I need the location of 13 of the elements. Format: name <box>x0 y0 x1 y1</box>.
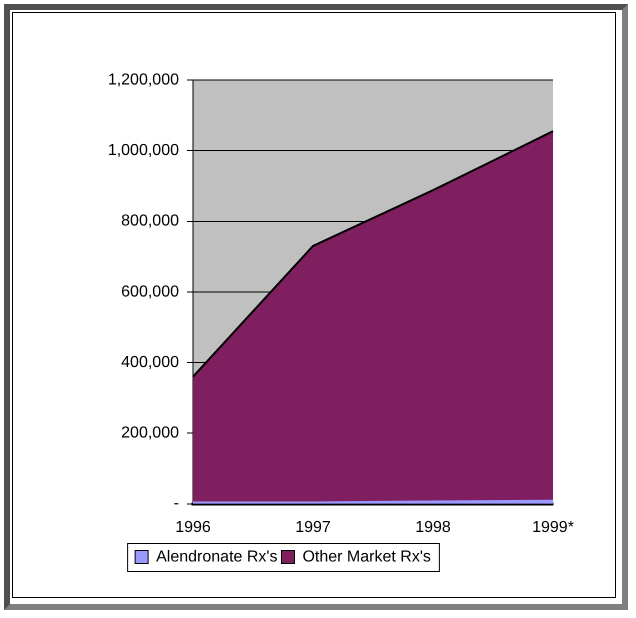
y-tick-label: 200,000 <box>121 424 180 442</box>
y-tick-label: - <box>174 495 179 512</box>
legend-label: Other Market Rx's <box>302 548 431 566</box>
legend-label: Alendronate Rx's <box>156 548 278 566</box>
y-tick-label: 1,200,000 <box>108 71 180 88</box>
x-tick-label: 1996 <box>175 518 211 536</box>
x-tick-label: 1999* <box>532 518 574 536</box>
y-tick-label: 600,000 <box>121 283 180 300</box>
y-tick-label: 800,000 <box>121 212 180 230</box>
x-tick-label: 1998 <box>415 518 451 536</box>
y-tick-label: 1,000,000 <box>108 142 180 160</box>
y-tick-label: 400,000 <box>121 354 180 371</box>
x-tick-label: 1997 <box>295 518 331 536</box>
